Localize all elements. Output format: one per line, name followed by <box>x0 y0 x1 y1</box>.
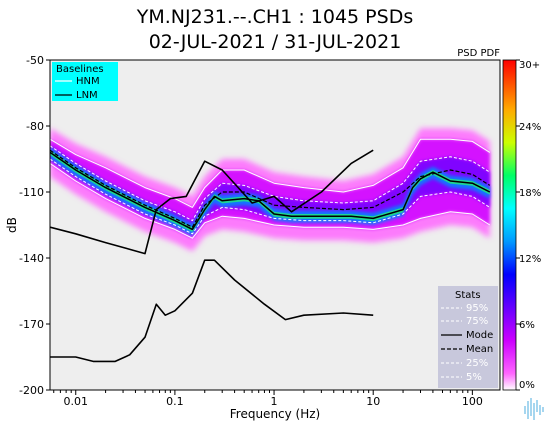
colorbar-tick-label: 18% <box>519 188 541 199</box>
plot-frame <box>49 59 501 391</box>
x-tick-label: 0.01 <box>63 395 88 408</box>
legend-label-lnm: LNM <box>76 90 98 101</box>
legend-label-5: 5% <box>466 372 482 383</box>
colorbar-title: PSD PDF <box>457 48 500 59</box>
x-tick-label: 10 <box>366 395 380 408</box>
y-axis-label: dB <box>5 217 19 233</box>
y-tick-label: -170 <box>19 318 44 331</box>
stats-legend-title: Stats <box>455 290 481 301</box>
colorbar-tick-label: 24% <box>519 122 541 133</box>
colorbar-tick-label: 0% <box>519 380 535 391</box>
chart-title: YM.NJ231.--.CH1 : 1045 PSDs <box>136 6 414 28</box>
legend-label-mode: Mode <box>466 330 493 341</box>
chart-subtitle: 02-JUL-2021 / 31-JUL-2021 <box>148 31 402 53</box>
x-tick-label: 100 <box>462 395 483 408</box>
colorbar-scale <box>502 59 517 391</box>
y-tick-label: -200 <box>19 384 44 397</box>
colorbar-tick-label: 6% <box>519 320 535 331</box>
baselines-legend: Baselines HNM LNM <box>52 62 118 101</box>
y-tick-label: -140 <box>19 252 44 265</box>
series-line-mode <box>50 151 491 231</box>
legend-label-25: 25% <box>466 358 488 369</box>
colorbar-tick-label: 30+ <box>519 60 540 71</box>
series-line-95pct <box>50 138 491 208</box>
x-axis-label: Frequency (Hz) <box>230 407 321 421</box>
y-tick-label: -50 <box>26 54 44 67</box>
colorbar: PSD PDF 30+ 24% 18% 12% 6% 0% <box>457 48 541 391</box>
y-tick-label: -80 <box>26 120 44 133</box>
stats-legend: Stats 95% 75% Mode Mean 25% 5% <box>438 286 498 388</box>
series-line-hnm <box>50 149 374 255</box>
stats-legend-box <box>438 286 498 388</box>
series-line-mean <box>50 149 491 228</box>
legend-label-hnm: HNM <box>76 76 100 87</box>
series-line-lnm <box>50 259 374 363</box>
x-tick-label: 0.1 <box>166 395 184 408</box>
legend-label-95: 95% <box>466 303 488 314</box>
legend-label-75: 75% <box>466 316 488 327</box>
waveform-logo-icon <box>524 398 544 420</box>
baselines-legend-title: Baselines <box>56 64 104 75</box>
series-line-5pct <box>50 162 491 239</box>
x-tick-label: 1 <box>271 395 278 408</box>
y-tick-label: -110 <box>19 186 44 199</box>
colorbar-tick-label: 12% <box>519 254 541 265</box>
series-line-25pct <box>50 158 491 235</box>
series-line-75pct <box>50 145 491 222</box>
legend-label-mean: Mean <box>466 344 493 355</box>
